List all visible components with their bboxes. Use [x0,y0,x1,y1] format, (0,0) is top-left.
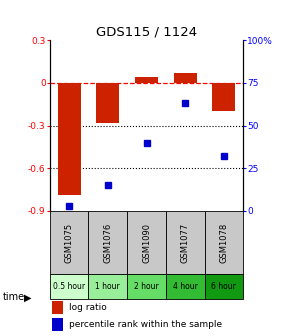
Text: ▶: ▶ [24,292,32,302]
Bar [52,318,63,331]
Text: 0.5 hour: 0.5 hour [53,282,85,291]
Bar [96,83,120,123]
Bar [212,83,236,111]
Text: percentile rank within the sample: percentile rank within the sample [69,320,222,329]
Bar [205,274,243,298]
Bar [135,77,158,83]
Text: GSM1077: GSM1077 [181,222,190,263]
Bar [173,73,197,83]
Text: GSM1076: GSM1076 [103,222,112,263]
Text: log ratio: log ratio [69,303,107,312]
Bar [52,301,63,314]
Text: GDS115 / 1124: GDS115 / 1124 [96,25,197,38]
Text: 1 hour: 1 hour [96,282,120,291]
Bar [50,274,88,298]
Bar [50,211,88,274]
Text: GSM1075: GSM1075 [65,222,74,262]
Text: GSM1090: GSM1090 [142,222,151,262]
Bar [127,211,166,274]
Bar [205,211,243,274]
Bar [127,274,166,298]
Bar [57,83,81,195]
Text: 6 hour: 6 hour [212,282,236,291]
Text: 2 hour: 2 hour [134,282,159,291]
Text: 4 hour: 4 hour [173,282,197,291]
Text: time: time [3,292,25,302]
Bar [88,274,127,298]
Bar [166,211,205,274]
Text: GSM1078: GSM1078 [219,222,228,263]
Bar [88,211,127,274]
Bar [166,274,205,298]
